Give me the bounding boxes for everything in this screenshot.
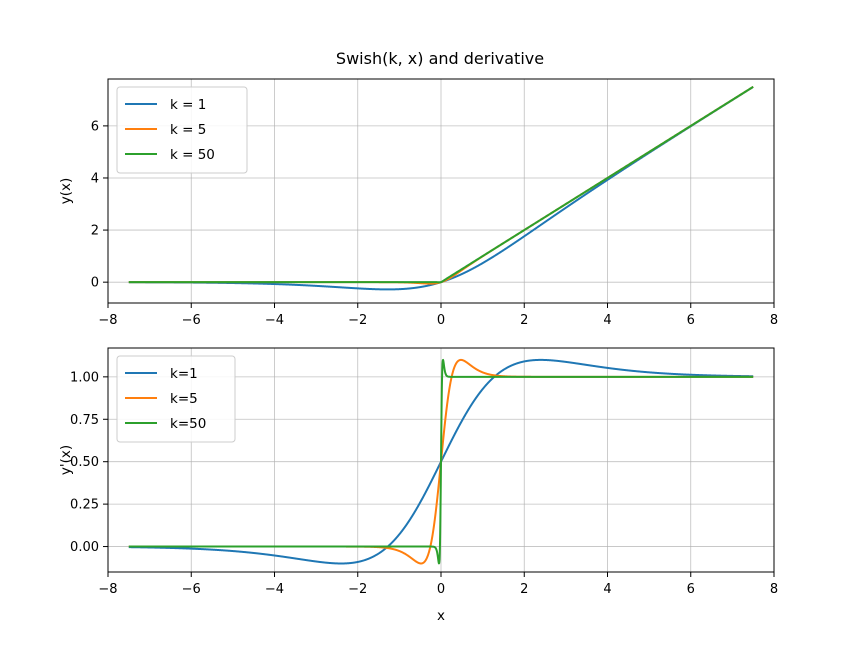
- legend-box: [116, 355, 236, 443]
- x-tick-label: −4: [265, 582, 284, 597]
- y-tick-label: 0.75: [70, 413, 99, 428]
- legend-label: k=50: [170, 416, 206, 432]
- x-tick-label: 6: [687, 582, 695, 597]
- x-tick-label: −2: [348, 582, 367, 597]
- x-axis-label: x: [437, 608, 445, 624]
- y-tick-label: 1.00: [70, 370, 99, 385]
- y-tick-label: 0.25: [70, 498, 99, 513]
- legend-box: [116, 86, 248, 174]
- x-tick-label: −4: [265, 313, 284, 328]
- legend-label: k = 1: [170, 97, 206, 113]
- legend-label: k=1: [170, 366, 198, 382]
- x-tick-label: −8: [98, 313, 117, 328]
- y-tick-label: 2: [91, 224, 99, 239]
- legend-label: k = 50: [170, 147, 215, 163]
- y-tick-label: 6: [91, 119, 99, 134]
- x-tick-label: 8: [770, 313, 778, 328]
- y-axis-label: y(x): [58, 178, 74, 205]
- y-tick-label: 0.50: [70, 455, 99, 470]
- y-tick-label: 4: [91, 171, 99, 186]
- x-tick-label: 2: [520, 313, 528, 328]
- x-tick-label: −2: [348, 313, 367, 328]
- bottom-panel-derivative: −8 −6 −4 −2 0 2 4 6 8 0.00 0.25 0.50 0.75 1.00 y'(x) x k…: [58, 347, 778, 624]
- x-tick-label: −6: [182, 582, 201, 597]
- legend-label: k=5: [170, 391, 198, 407]
- x-tick-label: 0: [437, 313, 445, 328]
- series-line: [128, 85, 754, 284]
- chart-title: Swish(k, x) and derivative: [336, 49, 544, 68]
- top-panel-swish: −8 −6 −4 −2 0 2 4 6 8 0 2 4 6 y(x) k = 1 k = 5 k = 50: [58, 78, 778, 328]
- x-tick-label: 4: [603, 582, 611, 597]
- x-tick-label: 4: [603, 313, 611, 328]
- x-tick-label: 2: [520, 582, 528, 597]
- x-tick-label: 6: [687, 313, 695, 328]
- x-tick-label: 0: [437, 582, 445, 597]
- y-tick-label: 0: [91, 276, 99, 291]
- x-tick-label: −8: [98, 582, 117, 597]
- x-tick-label: 8: [770, 582, 778, 597]
- series-line: [128, 358, 754, 565]
- x-tick-label: −6: [182, 313, 201, 328]
- y-tick-label: 0.00: [70, 540, 99, 555]
- legend-label: k = 5: [170, 122, 206, 138]
- y-axis-label: y'(x): [58, 445, 74, 475]
